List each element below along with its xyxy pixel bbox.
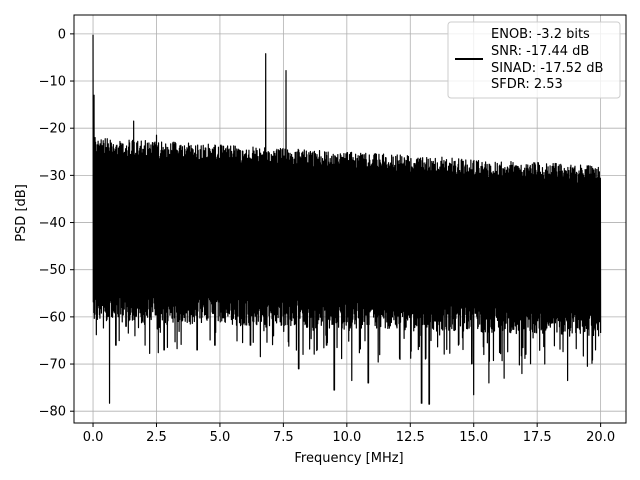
y-tick-label: 0 <box>58 27 66 42</box>
x-tick-label: 2.5 <box>146 430 167 445</box>
axes-frame <box>73 14 627 424</box>
x-tick-label: 20.0 <box>586 430 615 445</box>
psd-series <box>92 34 602 405</box>
x-tick-label: 0.0 <box>83 430 104 445</box>
legend: ENOB: -3.2 bits SNR: -17.44 dB SINAD: -1… <box>447 21 621 99</box>
y-tick-label: −10 <box>39 75 66 90</box>
axes: 0.0 2.5 5.0 7.5 10.0 12.5 15.0 17.5 20.0 0 −10 −20 −… <box>39 14 627 445</box>
legend-enob: ENOB: -3.2 bits <box>491 27 590 42</box>
x-tick-label: 10.0 <box>332 430 361 445</box>
y-tick-label: −30 <box>39 169 66 184</box>
y-tick-label: −80 <box>39 405 66 420</box>
y-tick-label: −20 <box>39 122 66 137</box>
x-axis-label: Frequency [MHz] <box>294 451 403 466</box>
psd-line <box>92 34 602 405</box>
legend-sinad: SINAD: -17.52 dB <box>491 61 603 76</box>
x-tick-label: 15.0 <box>459 430 488 445</box>
x-tick-label: 7.5 <box>273 430 294 445</box>
y-tick-label: −60 <box>39 310 66 325</box>
x-tick-label: 12.5 <box>396 430 425 445</box>
legend-box <box>447 21 621 99</box>
x-tick-label: 5.0 <box>210 430 231 445</box>
y-tick-label: −40 <box>39 216 66 231</box>
y-axis-label: PSD [dB] <box>14 184 29 242</box>
legend-sfdr: SFDR: 2.53 <box>491 77 563 92</box>
x-tick-label: 17.5 <box>523 430 552 445</box>
legend-snr: SNR: -17.44 dB <box>491 44 589 59</box>
y-tick-label: −50 <box>39 263 66 278</box>
y-tick-label: −70 <box>39 358 66 373</box>
